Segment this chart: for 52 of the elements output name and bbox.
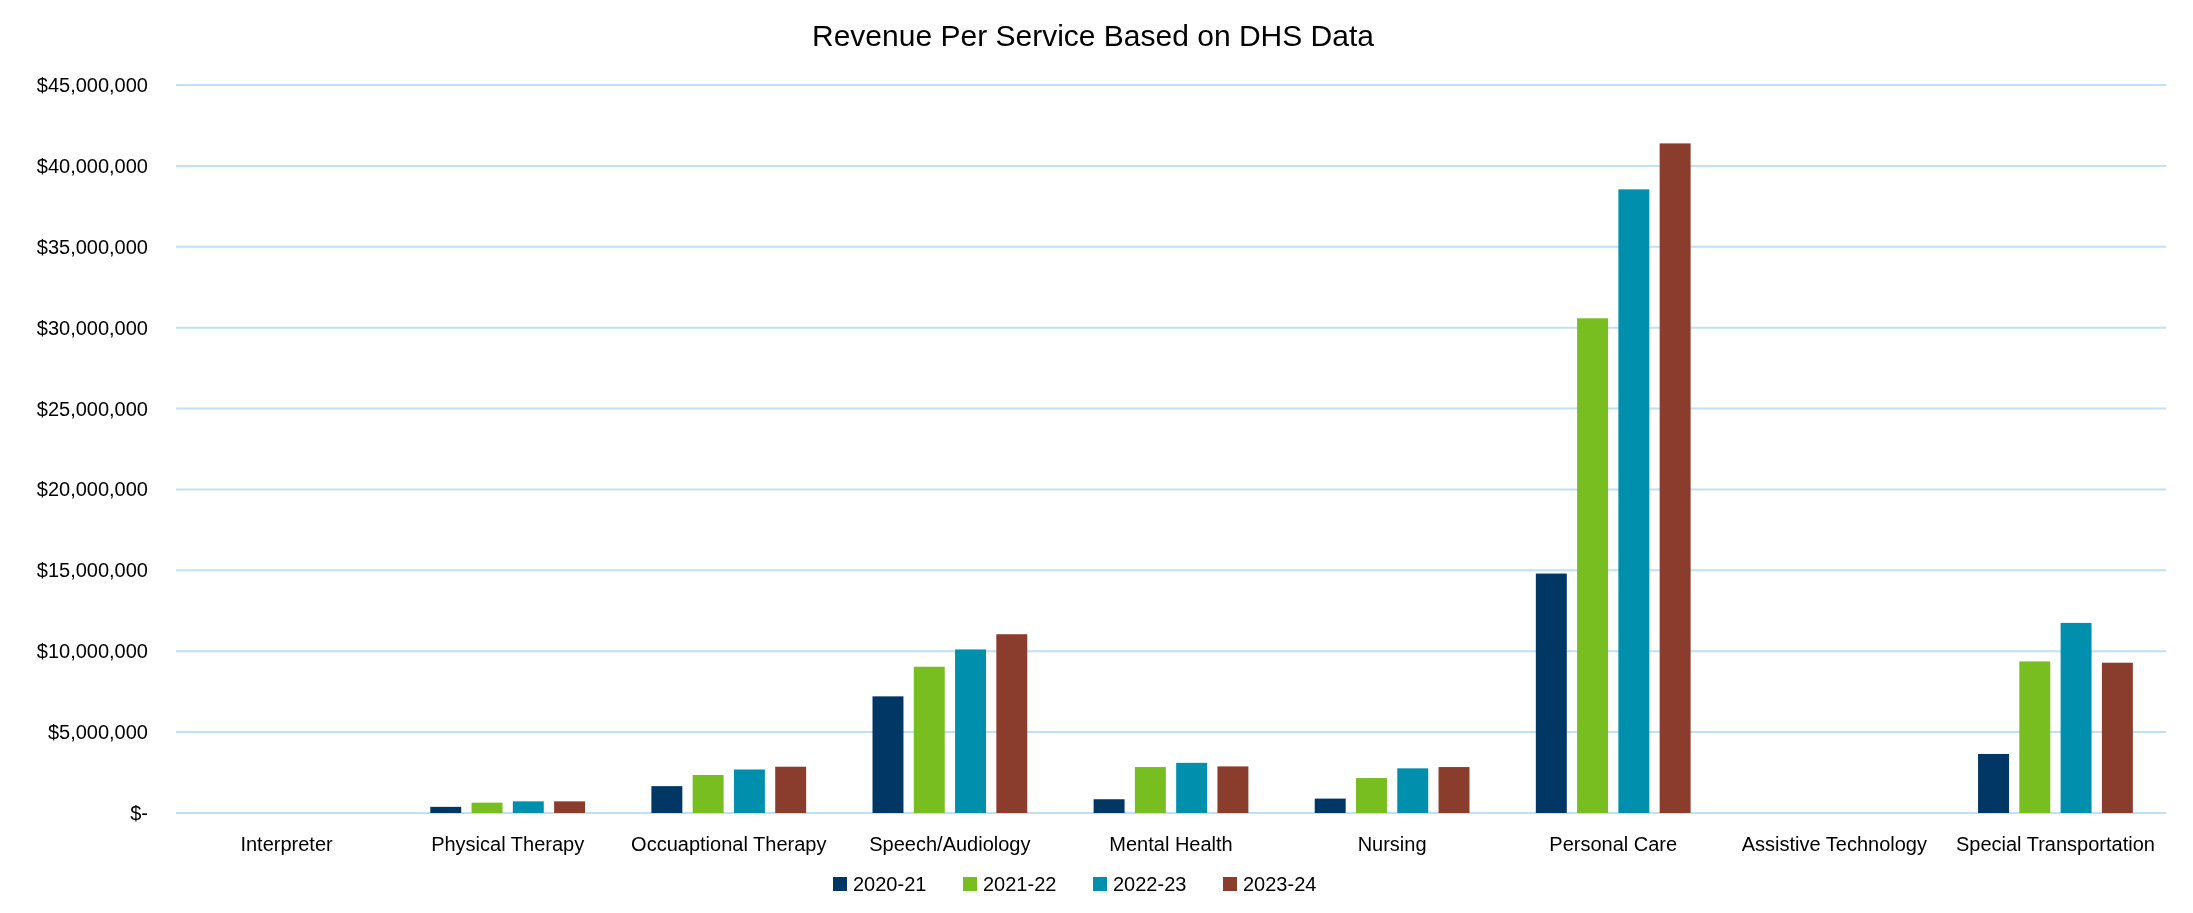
x-tick-label: Interpreter — [240, 833, 334, 855]
bar — [651, 786, 683, 813]
x-tick-label: Nursing — [1357, 833, 1427, 855]
bar — [430, 806, 462, 813]
x-tick-label: Assistive Technology — [1741, 833, 1927, 855]
legend-label: 2021-22 — [983, 873, 1057, 895]
y-tick-label: $20,000,000 — [36, 478, 148, 501]
y-tick-label: $5,000,000 — [47, 721, 148, 744]
bar — [955, 649, 986, 813]
y-tick-label: $15,000,000 — [36, 559, 148, 582]
x-tick-label: Speech/Audiology — [869, 833, 1031, 855]
bar — [1217, 766, 1249, 813]
bar — [554, 801, 586, 813]
bar — [2019, 661, 2051, 813]
x-tick-label: Special Transportation — [1955, 833, 2155, 855]
y-tick-label: $40,000,000 — [36, 154, 148, 177]
x-tick-label: Mental Health — [1109, 833, 1233, 855]
bar — [1134, 767, 1166, 813]
y-tick-label: $35,000,000 — [36, 235, 148, 258]
bar — [1176, 762, 1208, 813]
bar — [2101, 662, 2133, 813]
bar — [775, 766, 807, 813]
bar — [1397, 768, 1429, 813]
bar — [512, 801, 544, 813]
bar — [913, 666, 945, 813]
x-tick-label: Occuaptional Therapy — [631, 833, 827, 855]
bar — [471, 802, 503, 813]
x-tick-label: Personal Care — [1549, 833, 1678, 855]
bar — [1978, 753, 2010, 813]
y-tick-label: $10,000,000 — [36, 640, 148, 663]
bar — [1438, 767, 1470, 813]
legend-label: 2022-23 — [1113, 873, 1187, 895]
y-tick-label: $30,000,000 — [36, 316, 148, 339]
y-tick-label: $25,000,000 — [36, 397, 148, 420]
y-tick-label: $45,000,000 — [36, 74, 148, 96]
legend-label: 2020-21 — [853, 873, 927, 895]
bar — [1535, 573, 1567, 813]
bar — [692, 774, 724, 813]
bar — [1618, 189, 1650, 813]
bar — [2060, 622, 2092, 813]
bar — [1577, 318, 1609, 813]
bar — [1314, 798, 1346, 813]
y-tick-label: $- — [130, 802, 148, 824]
x-tick-label: Physical Therapy — [431, 833, 585, 855]
bar — [1093, 799, 1125, 813]
bar — [1659, 143, 1691, 813]
chart-title: Revenue Per Service Based on DHS Data — [812, 19, 1375, 52]
bar — [872, 696, 904, 813]
bar — [1356, 778, 1387, 813]
legend-label: 2023-24 — [1243, 873, 1317, 895]
bar — [733, 769, 765, 813]
bar — [996, 634, 1028, 813]
